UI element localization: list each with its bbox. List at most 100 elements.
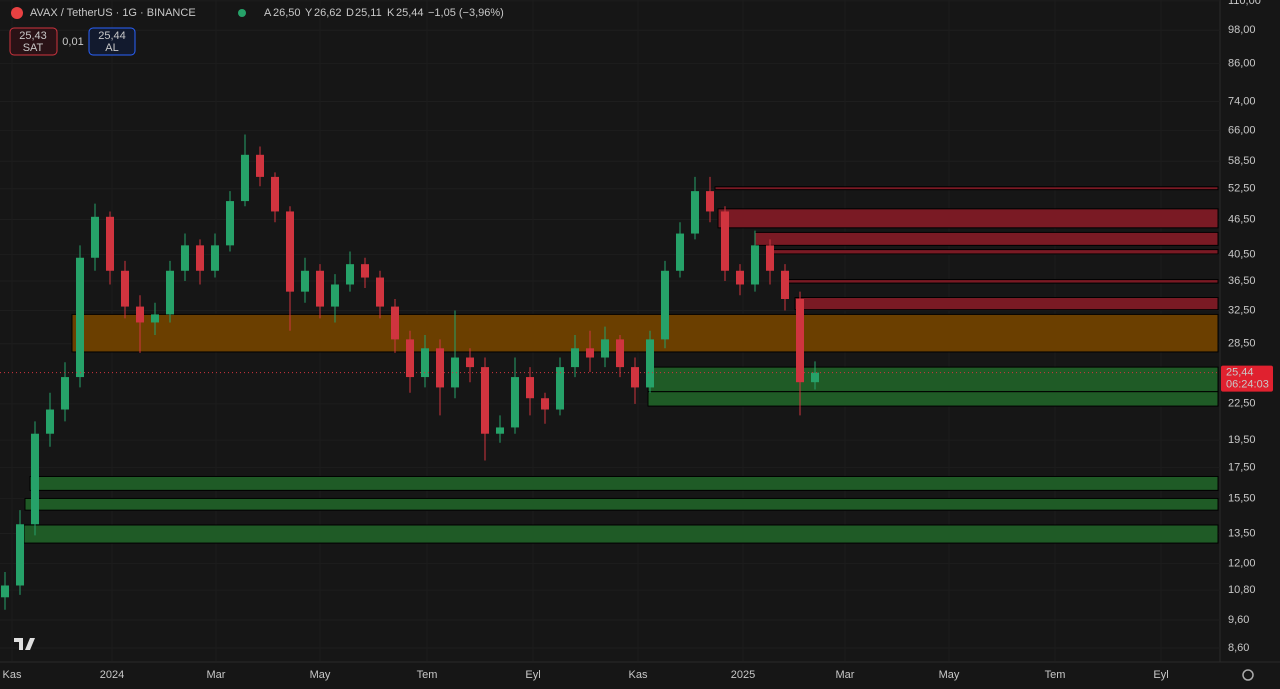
candle-body [466, 357, 474, 368]
candle-body [796, 299, 804, 383]
x-tick-label: Tem [417, 669, 438, 681]
buy-button[interactable] [88, 27, 136, 56]
y-tick-label: 66,00 [1228, 125, 1256, 137]
ohlc-key: A [264, 7, 272, 19]
candle-body [691, 191, 699, 234]
x-tick-label: Kas [629, 669, 648, 681]
candle-body [331, 284, 339, 307]
y-tick-label: 22,50 [1228, 398, 1256, 410]
x-tick-label: Mar [207, 669, 226, 681]
y-tick-label: 32,50 [1228, 304, 1256, 316]
candle-body [1, 585, 9, 598]
zone [24, 497, 1219, 511]
logo [14, 638, 35, 650]
y-tick-label: 19,50 [1228, 434, 1256, 446]
zone [647, 391, 1219, 407]
candle-body [241, 154, 249, 202]
y-tick-label: 86,00 [1228, 57, 1256, 69]
candle-body [406, 339, 414, 378]
candle-body [706, 191, 714, 212]
y-tick-label: 46,50 [1228, 213, 1256, 225]
candle-body [31, 433, 39, 525]
y-tick-label: 8,60 [1228, 642, 1249, 654]
zone [29, 475, 1219, 491]
buy-label: AL [105, 42, 118, 54]
symbol: AVAX / TetherUS · 1G · BINANCE [30, 7, 196, 19]
candle-body [496, 427, 504, 434]
x-tick-label: Eyl [1153, 669, 1168, 681]
candle-body [631, 367, 639, 388]
candle-body [511, 377, 519, 428]
candle-body [676, 233, 684, 271]
x-tick-label: 2024 [100, 669, 124, 681]
candle-body [136, 306, 144, 323]
y-tick-label: 13,50 [1228, 527, 1256, 539]
candle-body [181, 245, 189, 271]
zone [769, 249, 1219, 255]
ohlc-value: 25,44 [396, 7, 424, 19]
candle-body [121, 270, 129, 307]
ohlc-key: K [387, 7, 395, 19]
spread: 0,01 [62, 36, 83, 48]
settings-icon [1242, 669, 1254, 681]
candle-body [346, 264, 354, 285]
y-tick-label: 40,50 [1228, 248, 1256, 260]
candle-body [436, 348, 444, 388]
ohlc-value: 26,50 [273, 7, 301, 19]
buy-price: 25,44 [98, 30, 126, 42]
candle-body [556, 367, 564, 410]
candle-body [646, 339, 654, 388]
y-tick-label: 10,80 [1228, 584, 1256, 596]
y-tick-label: 52,50 [1228, 183, 1256, 195]
candle-body [166, 270, 174, 315]
candle-body [421, 348, 429, 378]
candle-body [721, 211, 729, 271]
sell-button[interactable] [9, 27, 58, 56]
y-tick-label: 15,50 [1228, 492, 1256, 504]
price-tag [1221, 365, 1273, 392]
candle-body [376, 277, 384, 307]
candle-body [211, 245, 219, 271]
candle-body [226, 201, 234, 246]
change: −1,05 (−3,96%) [428, 7, 504, 19]
candle-body [256, 154, 264, 177]
x-tick-label: Tem [1045, 669, 1066, 681]
price-tag-time: 06:24:03 [1226, 379, 1269, 391]
y-tick-label: 12,00 [1228, 557, 1256, 569]
candle-body [541, 398, 549, 410]
candle-body [601, 339, 609, 358]
candle-body [91, 216, 99, 258]
ohlc-key: Y [305, 7, 313, 19]
x-tick-label: May [310, 669, 331, 681]
zone [23, 524, 1219, 544]
x-tick-label: Eyl [525, 669, 540, 681]
zone [714, 186, 1219, 191]
x-tick-label: 2025 [731, 669, 755, 681]
ohlc-value: 25,11 [355, 7, 382, 19]
y-tick-label: 110,00 [1228, 0, 1261, 7]
y-tick-label: 28,50 [1228, 338, 1256, 350]
candle-body [271, 176, 279, 212]
zone [71, 313, 1219, 353]
candle-body [751, 245, 759, 285]
candle-body [736, 270, 744, 285]
candle-body [526, 377, 534, 399]
x-tick-label: Mar [836, 669, 855, 681]
candle-body [16, 524, 24, 586]
symbol-icon [11, 7, 23, 19]
candle-body [361, 264, 369, 278]
zone [754, 231, 1219, 246]
price-tag-value: 25,44 [1226, 367, 1254, 379]
zone [784, 279, 1219, 284]
zone [794, 297, 1219, 311]
x-tick-label: May [939, 669, 960, 681]
candle-body [76, 257, 84, 378]
y-tick-label: 74,00 [1228, 95, 1256, 107]
y-tick-label: 58,50 [1228, 155, 1256, 167]
y-tick-label: 36,50 [1228, 275, 1256, 287]
candle-body [301, 270, 309, 292]
candle-body [286, 211, 294, 292]
candle-body [586, 348, 594, 358]
